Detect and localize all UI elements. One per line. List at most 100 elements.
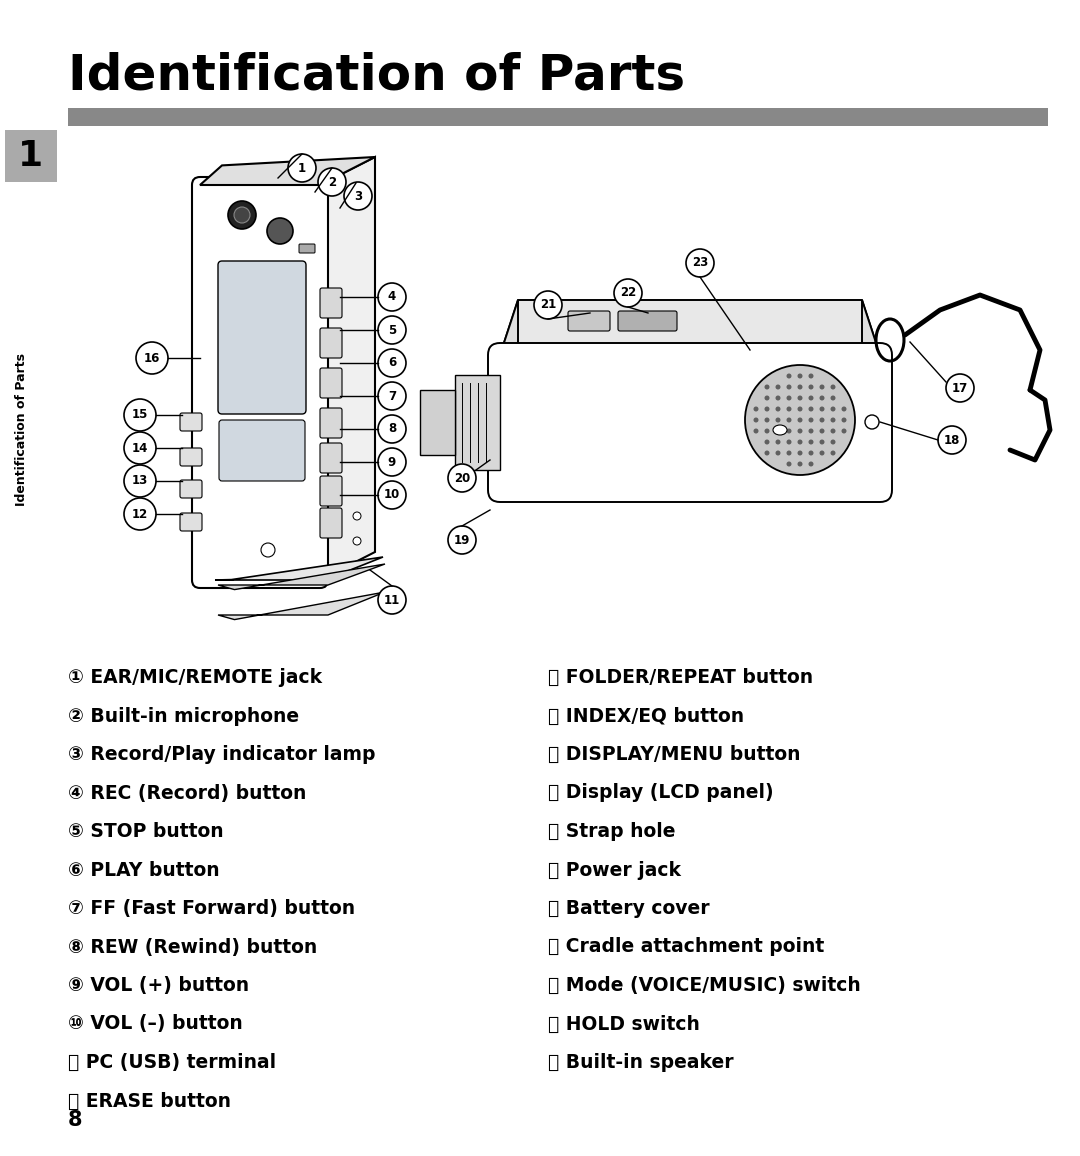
Circle shape: [786, 395, 792, 400]
Polygon shape: [420, 390, 455, 455]
Circle shape: [809, 461, 813, 467]
Circle shape: [775, 417, 781, 422]
Circle shape: [765, 407, 769, 412]
Text: 12: 12: [132, 507, 148, 520]
Circle shape: [228, 201, 256, 229]
Circle shape: [809, 429, 813, 434]
Bar: [5, 129, 57, 181]
Circle shape: [378, 481, 406, 509]
Text: ⑳ Cradle attachment point: ⑳ Cradle attachment point: [548, 938, 824, 956]
Circle shape: [797, 395, 802, 400]
Circle shape: [765, 417, 769, 422]
Circle shape: [820, 417, 824, 422]
FancyBboxPatch shape: [192, 177, 328, 588]
Circle shape: [797, 451, 802, 455]
Circle shape: [775, 451, 781, 455]
Text: ⑤ STOP button: ⑤ STOP button: [68, 822, 224, 842]
Circle shape: [124, 432, 156, 464]
Text: ㉓ Built-in speaker: ㉓ Built-in speaker: [548, 1053, 733, 1072]
Text: 1: 1: [298, 162, 306, 175]
FancyBboxPatch shape: [299, 244, 315, 253]
Circle shape: [775, 429, 781, 434]
Circle shape: [775, 439, 781, 445]
Circle shape: [261, 543, 275, 557]
Circle shape: [136, 342, 168, 375]
Circle shape: [809, 373, 813, 378]
Text: Identification of Parts: Identification of Parts: [68, 52, 685, 101]
Circle shape: [378, 586, 406, 614]
Circle shape: [786, 439, 792, 445]
Circle shape: [124, 465, 156, 497]
Text: 8: 8: [68, 1110, 82, 1131]
Circle shape: [288, 154, 316, 181]
Circle shape: [809, 395, 813, 400]
Circle shape: [841, 417, 847, 422]
Circle shape: [754, 429, 758, 434]
Circle shape: [765, 429, 769, 434]
Circle shape: [378, 381, 406, 410]
Text: 15: 15: [132, 408, 148, 422]
Circle shape: [448, 464, 476, 492]
Circle shape: [353, 512, 361, 520]
Text: 4: 4: [388, 290, 396, 304]
FancyBboxPatch shape: [180, 513, 202, 531]
Circle shape: [841, 429, 847, 434]
FancyBboxPatch shape: [568, 311, 610, 331]
FancyBboxPatch shape: [320, 507, 342, 538]
FancyBboxPatch shape: [320, 443, 342, 473]
Circle shape: [378, 283, 406, 311]
Circle shape: [820, 395, 824, 400]
Bar: [68, 108, 1048, 126]
Text: 5: 5: [388, 324, 396, 336]
Text: ⑱ Power jack: ⑱ Power jack: [548, 860, 681, 880]
Text: 6: 6: [388, 356, 396, 370]
Circle shape: [124, 399, 156, 431]
FancyBboxPatch shape: [219, 420, 305, 481]
FancyBboxPatch shape: [488, 343, 892, 502]
Circle shape: [797, 407, 802, 412]
FancyBboxPatch shape: [320, 328, 342, 358]
Text: ⑰ Strap hole: ⑰ Strap hole: [548, 822, 675, 842]
Polygon shape: [320, 157, 375, 580]
Circle shape: [797, 417, 802, 422]
Text: ⑭ INDEX/EQ button: ⑭ INDEX/EQ button: [548, 706, 744, 726]
Polygon shape: [218, 592, 384, 620]
Circle shape: [124, 498, 156, 529]
Text: 17: 17: [951, 381, 968, 394]
Circle shape: [797, 429, 802, 434]
Circle shape: [267, 218, 293, 244]
Text: 20: 20: [454, 472, 470, 484]
Text: ⑥ PLAY button: ⑥ PLAY button: [68, 860, 219, 880]
Circle shape: [809, 451, 813, 455]
Circle shape: [378, 449, 406, 476]
Text: ⑮ DISPLAY/MENU button: ⑮ DISPLAY/MENU button: [548, 744, 800, 764]
Text: ⑬ FOLDER/REPEAT button: ⑬ FOLDER/REPEAT button: [548, 668, 813, 687]
FancyBboxPatch shape: [218, 261, 306, 414]
FancyBboxPatch shape: [320, 368, 342, 398]
Circle shape: [318, 168, 346, 197]
Circle shape: [775, 395, 781, 400]
Text: 14: 14: [132, 442, 148, 454]
Circle shape: [765, 451, 769, 455]
Polygon shape: [455, 375, 500, 470]
Text: 18: 18: [944, 434, 960, 446]
Text: Identification of Parts: Identification of Parts: [15, 354, 28, 506]
FancyBboxPatch shape: [180, 480, 202, 498]
Circle shape: [797, 461, 802, 467]
Text: ④ REC (Record) button: ④ REC (Record) button: [68, 784, 307, 802]
FancyBboxPatch shape: [618, 311, 677, 331]
Circle shape: [234, 207, 249, 223]
Circle shape: [786, 373, 792, 378]
Polygon shape: [862, 301, 880, 490]
Ellipse shape: [773, 425, 787, 435]
Circle shape: [820, 429, 824, 434]
Text: 23: 23: [692, 257, 708, 269]
Text: ㉒ HOLD switch: ㉒ HOLD switch: [548, 1015, 700, 1033]
Polygon shape: [215, 557, 383, 580]
Circle shape: [786, 461, 792, 467]
Circle shape: [831, 439, 836, 445]
Circle shape: [765, 395, 769, 400]
Text: 7: 7: [388, 390, 396, 402]
Circle shape: [865, 415, 879, 429]
Text: 2: 2: [328, 176, 336, 188]
